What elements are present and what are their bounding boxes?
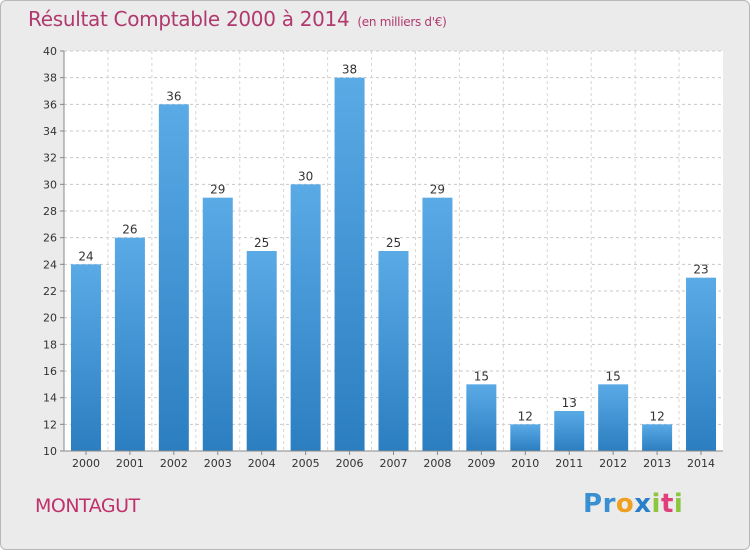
bar-value-label: 25 [254, 236, 269, 250]
y-tick-label: 28 [43, 205, 57, 218]
bars: 24 26 36 29 25 30 38 25 29 15 12 13 15 12 23 [70, 63, 717, 452]
bar-2009 [466, 384, 497, 451]
x-tick-label: 2007 [380, 457, 408, 470]
y-tick-label: 16 [43, 365, 57, 378]
y-tick-label: 20 [43, 312, 57, 325]
bar-2012 [598, 384, 629, 451]
x-tick-label: 2001 [116, 457, 144, 470]
bar-value-label: 29 [210, 183, 225, 197]
x-tick-label: 2002 [160, 457, 188, 470]
x-tick-label: 2012 [599, 457, 627, 470]
y-tick-label: 14 [43, 392, 57, 405]
bar-value-label: 15 [606, 369, 621, 383]
y-tick-label: 22 [43, 285, 57, 298]
bar-value-label: 24 [78, 249, 93, 263]
town-name: MONTAGUT [35, 495, 140, 517]
chart-title: Résultat Comptable 2000 à 2014 (en millie… [28, 7, 447, 31]
y-tick-label: 18 [43, 338, 57, 351]
bar-2008 [422, 197, 453, 451]
bar-value-label: 30 [298, 169, 313, 183]
x-tick-label: 2006 [336, 457, 364, 470]
x-tick-label: 2013 [643, 457, 671, 470]
bar-value-label: 29 [430, 183, 445, 197]
y-tick-label: 10 [43, 445, 57, 458]
y-tick-label: 38 [43, 72, 57, 85]
bar-value-label: 12 [518, 409, 533, 423]
x-tick-label: 2009 [467, 457, 495, 470]
bar-2004 [246, 251, 277, 451]
bar-value-label: 26 [122, 223, 137, 237]
bar-value-label: 15 [474, 369, 489, 383]
bar-value-label: 38 [342, 63, 357, 77]
y-tick-label: 36 [43, 98, 57, 111]
y-tick-label: 34 [43, 125, 57, 138]
x-tick-label: 2014 [687, 457, 715, 470]
x-tick-label: 2003 [204, 457, 232, 470]
y-tick-label: 30 [43, 178, 57, 191]
y-tick-label: 24 [43, 258, 57, 271]
bar-2011 [554, 411, 585, 451]
y-tick-label: 32 [43, 152, 57, 165]
bar-2003 [202, 197, 233, 451]
y-tick-label: 26 [43, 232, 57, 245]
bar-value-label: 25 [386, 236, 401, 250]
bar-2001 [114, 237, 145, 451]
bar-2007 [378, 251, 409, 451]
x-tick-label: 2004 [248, 457, 276, 470]
bar-2006 [334, 77, 365, 452]
bar-2013 [642, 424, 673, 451]
bar-value-label: 12 [649, 409, 664, 423]
x-tick-label: 2010 [511, 457, 539, 470]
x-tick-label: 2008 [423, 457, 451, 470]
bar-2002 [158, 104, 189, 451]
y-tick-label: 40 [43, 45, 57, 58]
x-tick-label: 2011 [555, 457, 583, 470]
bar-2005 [290, 184, 321, 452]
x-tick-label: 2005 [292, 457, 320, 470]
bar-value-label: 13 [562, 396, 577, 410]
bar-2010 [510, 424, 541, 451]
bar-2000 [70, 264, 101, 451]
proxiti-logo: Proxiti [583, 489, 684, 519]
y-tick-label: 12 [43, 418, 57, 431]
bar-value-label: 23 [693, 263, 708, 277]
bar-value-label: 36 [166, 89, 181, 103]
x-tick-label: 2000 [72, 457, 100, 470]
chart-subtitle: (en milliers d'€) [357, 15, 447, 29]
chart-title-text: Résultat Comptable 2000 à 2014 [28, 7, 350, 31]
axes: 10 12 14 16 18 20 22 24 26 28 30 32 34 36 38 40 2000 2001… [43, 45, 723, 470]
bar-2014 [686, 277, 717, 451]
